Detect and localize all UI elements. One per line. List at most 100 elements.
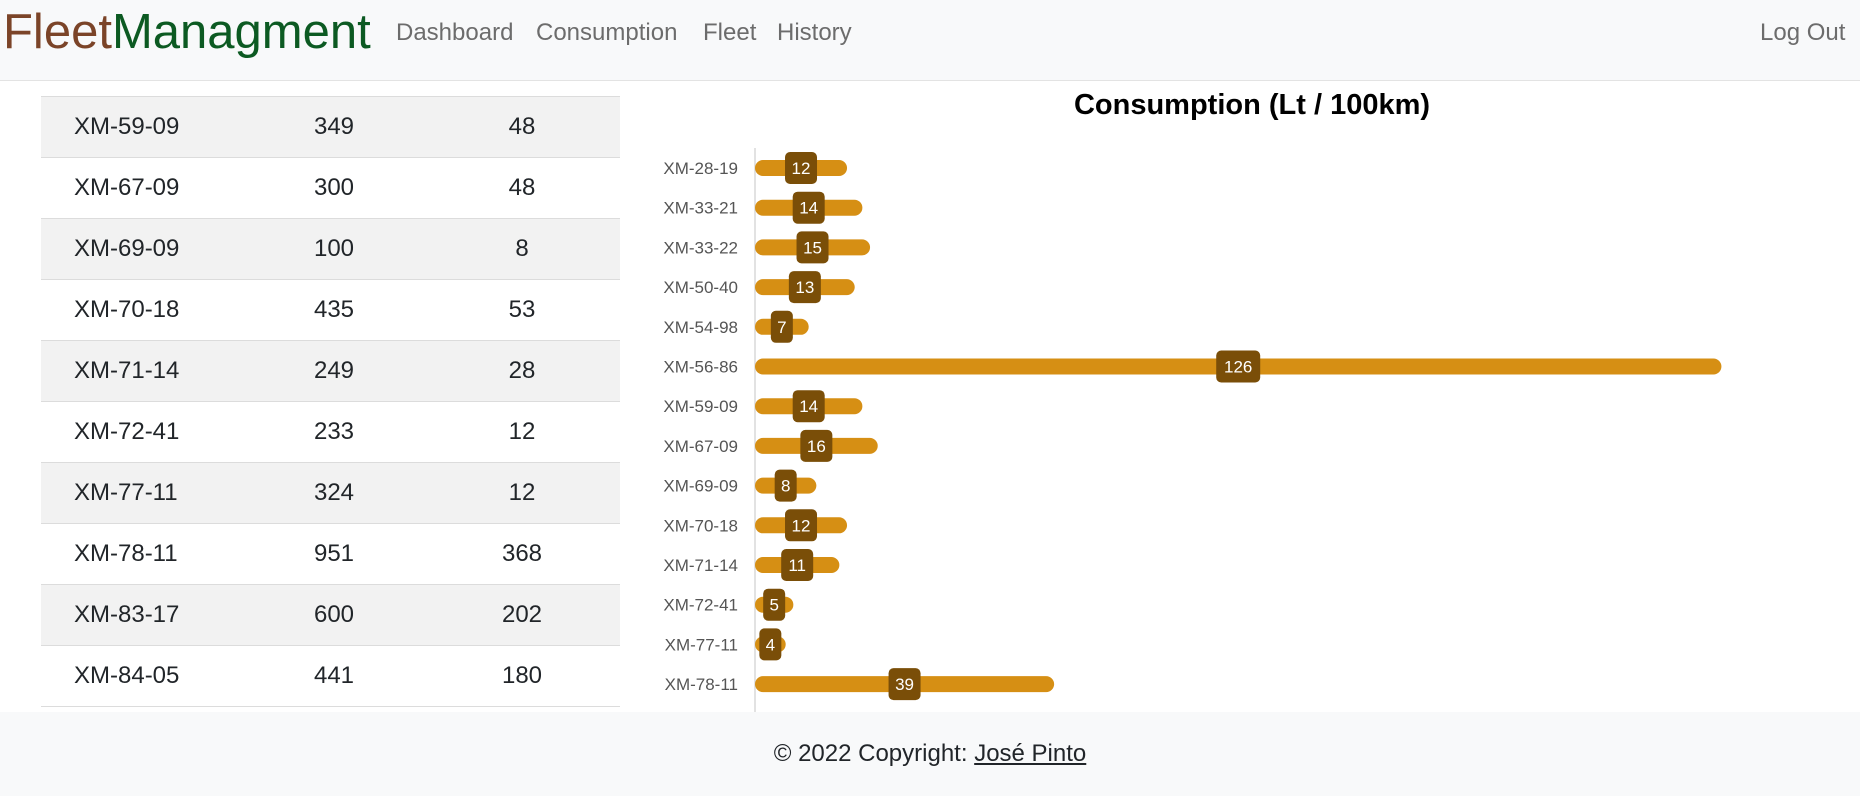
distance-cell: 441	[244, 645, 424, 707]
chart-value-badge	[796, 231, 829, 264]
fleet-table-container: XM-59-09 349 48 XM-67-09 300 48 XM-69-09 100 8…	[41, 96, 620, 707]
fuel-cell: 180	[424, 645, 620, 707]
chart-category-label: XM-69-09	[663, 477, 738, 496]
nav-history[interactable]: History	[777, 19, 852, 46]
chart-category-label: XM-67-09	[663, 437, 738, 456]
brand-part-fleet: Fleet	[3, 5, 112, 59]
chart-value-label: 12	[792, 159, 811, 178]
table-row: XM-83-17 600 202	[41, 584, 620, 646]
nav-fleet[interactable]: Fleet	[703, 19, 757, 46]
distance-cell: 600	[244, 584, 424, 646]
chart-value-label: 13	[795, 278, 814, 297]
plate-cell: XM-71-14	[41, 340, 244, 402]
footer: © 2022 Copyright: José Pinto	[0, 712, 1860, 796]
table-row: XM-72-41 233 12	[41, 401, 620, 463]
table-row: XM-71-14 249 28	[41, 340, 620, 402]
chart-value-badge	[785, 152, 818, 184]
chart-category-label: XM-78-11	[665, 675, 738, 694]
fuel-cell: 48	[424, 96, 620, 158]
logout-link[interactable]: Log Out	[1760, 19, 1846, 46]
navbar: FleetManagment Dashboard Consumption Fle…	[0, 0, 1860, 81]
fleet-table: XM-59-09 349 48 XM-67-09 300 48 XM-69-09 100 8…	[41, 96, 620, 707]
chart-category-label: XM-70-18	[663, 516, 738, 535]
fuel-cell: 28	[424, 340, 620, 402]
chart-value-badge	[792, 390, 825, 423]
chart-category-label: XM-54-98	[663, 318, 738, 337]
chart-value-label: 11	[788, 556, 806, 575]
chart-category-label: XM-56-86	[663, 358, 738, 377]
chart-category-label: XM-72-41	[663, 596, 738, 615]
chart-value-badge	[763, 588, 786, 621]
chart-value-label: 5	[769, 596, 778, 615]
consumption-chart-svg: Consumption (Lt / 100km) XM-28-19 12 XM-33…	[663, 89, 1722, 712]
distance-cell: 435	[244, 279, 424, 341]
distance-cell: 951	[244, 523, 424, 585]
table-row: XM-77-11 324 12	[41, 462, 620, 524]
footer-author-link[interactable]: José Pinto	[974, 740, 1087, 767]
table-row: XM-70-18 435 53	[41, 279, 620, 341]
distance-cell: 349	[244, 96, 424, 158]
chart-value-badge	[888, 668, 921, 701]
chart-value-label: 126	[1224, 358, 1252, 377]
plate-cell: XM-69-09	[41, 218, 244, 280]
chart-value-label: 12	[792, 516, 811, 535]
chart-value-label: 4	[766, 635, 775, 654]
distance-cell: 233	[244, 401, 424, 463]
chart-value-label: 8	[781, 477, 790, 496]
chart-value-badge	[781, 549, 814, 581]
fuel-cell: 12	[424, 462, 620, 524]
table-row: XM-84-05 441 180	[41, 645, 620, 707]
chart-category-label: XM-71-14	[663, 556, 738, 575]
fuel-cell: 53	[424, 279, 620, 341]
chart-value-badge	[770, 310, 793, 343]
chart-category-label: XM-28-19	[663, 159, 738, 178]
nav-consumption[interactable]: Consumption	[536, 19, 678, 46]
chart-value-badge	[1216, 350, 1261, 383]
chart-value-badge	[788, 271, 821, 304]
chart-category-label: XM-59-09	[663, 397, 738, 416]
nav-dashboard[interactable]: Dashboard	[396, 19, 514, 46]
chart-value-label: 14	[799, 397, 818, 416]
distance-cell: 249	[244, 340, 424, 402]
fuel-cell: 202	[424, 584, 620, 646]
table-row: XM-78-11 951 368	[41, 523, 620, 585]
distance-cell: 324	[244, 462, 424, 524]
plate-cell: XM-59-09	[41, 96, 244, 158]
fuel-cell: 48	[424, 157, 620, 219]
chart-value-badge	[774, 469, 797, 502]
chart-category-label: XM-33-22	[663, 238, 738, 257]
fuel-cell: 12	[424, 401, 620, 463]
chart-value-label: 39	[895, 675, 914, 694]
chart-value-badge	[759, 628, 782, 661]
plate-cell: XM-72-41	[41, 401, 244, 463]
plate-cell: XM-70-18	[41, 279, 244, 341]
brand-logo[interactable]: FleetManagment	[3, 2, 371, 62]
brand-part-managment: Managment	[111, 5, 371, 59]
table-row: XM-69-09 100 8	[41, 218, 620, 280]
chart-bars: XM-28-19 12 XM-33-21 14 XM-33-22 15 XM-50-40 13…	[663, 152, 1722, 701]
distance-cell: 300	[244, 157, 424, 219]
chart-value-label: 14	[799, 199, 818, 218]
fuel-cell: 8	[424, 218, 620, 280]
plate-cell: XM-84-05	[41, 645, 244, 707]
plate-cell: XM-83-17	[41, 584, 244, 646]
table-row: XM-67-09 300 48	[41, 157, 620, 219]
chart-value-badge	[785, 509, 818, 542]
chart-category-label: XM-50-40	[663, 278, 738, 297]
table-row: XM-59-09 349 48	[41, 96, 620, 158]
plate-cell: XM-77-11	[41, 462, 244, 524]
chart-category-label: XM-33-21	[663, 199, 738, 218]
chart-title: Consumption (Lt / 100km)	[1074, 89, 1430, 121]
chart-value-label: 15	[803, 238, 822, 257]
chart-value-badge	[792, 191, 825, 224]
plate-cell: XM-78-11	[41, 523, 244, 585]
plate-cell: XM-67-09	[41, 157, 244, 219]
distance-cell: 100	[244, 218, 424, 280]
fuel-cell: 368	[424, 523, 620, 585]
chart-value-badge	[800, 429, 833, 462]
chart-category-label: XM-77-11	[665, 635, 738, 654]
chart-value-label: 16	[807, 437, 826, 456]
chart-value-label: 7	[777, 318, 786, 337]
footer-copyright: © 2022 Copyright:	[773, 740, 975, 767]
consumption-chart: Consumption (Lt / 100km) XM-28-19 12 XM-33…	[640, 82, 1860, 712]
